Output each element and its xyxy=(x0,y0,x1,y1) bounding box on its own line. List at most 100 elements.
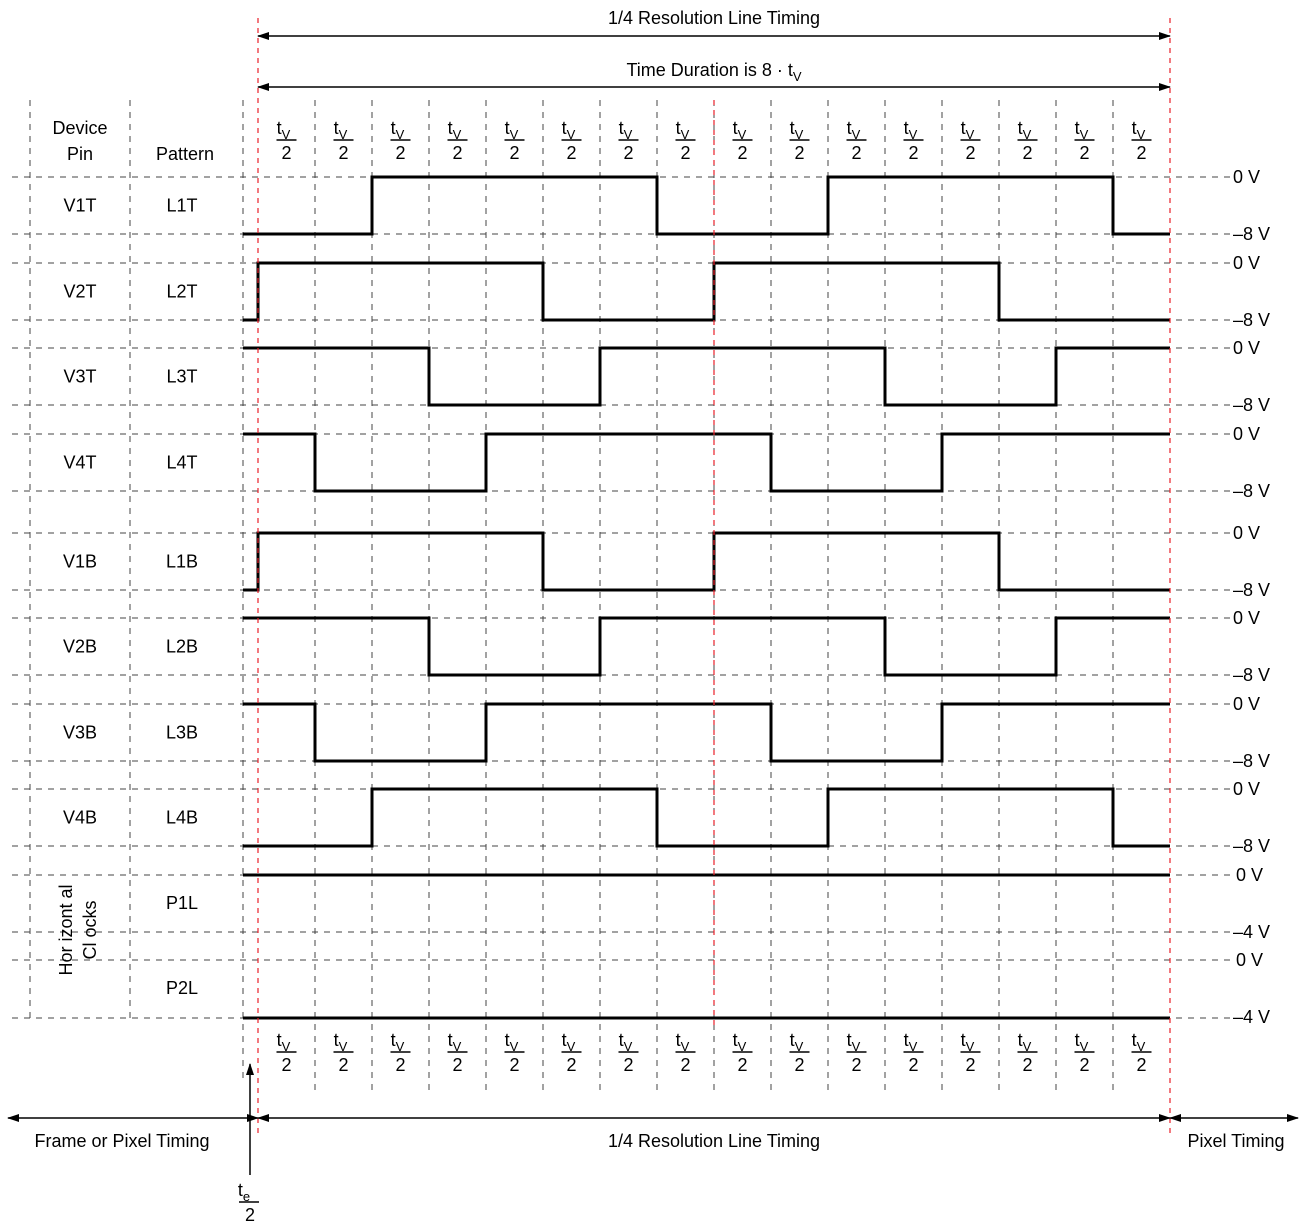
svg-text:tV: tV xyxy=(334,1030,348,1054)
tv-half-label: tV2 xyxy=(789,118,810,163)
device-pin-label: V4B xyxy=(63,808,97,828)
level-low-label: –8 V xyxy=(1233,310,1270,330)
svg-text:tV: tV xyxy=(619,1030,633,1054)
tv-half-label: tV2 xyxy=(276,1030,297,1075)
tv-half-label: tV2 xyxy=(504,1030,525,1075)
svg-text:2: 2 xyxy=(623,1055,633,1075)
svg-text:tV: tV xyxy=(505,1030,519,1054)
svg-text:2: 2 xyxy=(680,1055,690,1075)
level-low-label: –4 V xyxy=(1233,922,1270,942)
pixel-timing-label: Pixel Timing xyxy=(1187,1131,1284,1151)
te-half-label: te 2 xyxy=(238,1180,259,1224)
svg-text:2: 2 xyxy=(452,143,462,163)
waveform-l4t xyxy=(243,432,1170,493)
pattern-label: L3B xyxy=(166,723,198,743)
svg-text:2: 2 xyxy=(965,1055,975,1075)
svg-text:tV: tV xyxy=(391,118,405,142)
svg-text:te: te xyxy=(238,1180,250,1204)
level-low-label: –4 V xyxy=(1233,1007,1270,1027)
device-pin-header: Device xyxy=(52,118,107,138)
svg-text:tV: tV xyxy=(790,1030,804,1054)
waveforms xyxy=(243,175,1170,1020)
tv-half-label: tV2 xyxy=(1131,118,1152,163)
svg-text:2: 2 xyxy=(737,1055,747,1075)
tv-half-label: tV2 xyxy=(276,118,297,163)
svg-text:2: 2 xyxy=(509,1055,519,1075)
tv-half-label: tV2 xyxy=(675,118,696,163)
svg-text:tV: tV xyxy=(733,118,747,142)
grid-lines xyxy=(12,100,1230,1090)
svg-text:tV: tV xyxy=(904,1030,918,1054)
device-pin-label: V1B xyxy=(63,552,97,572)
svg-text:tV: tV xyxy=(847,1030,861,1054)
svg-text:2: 2 xyxy=(281,1055,291,1075)
svg-text:2: 2 xyxy=(851,1055,861,1075)
device-pin-label: V4T xyxy=(63,453,96,473)
tv-half-label: tV2 xyxy=(618,1030,639,1075)
svg-text:tV: tV xyxy=(448,1030,462,1054)
svg-text:2: 2 xyxy=(245,1205,255,1224)
svg-text:2: 2 xyxy=(623,143,633,163)
tv-half-label: tV2 xyxy=(618,118,639,163)
svg-text:tV: tV xyxy=(448,118,462,142)
svg-text:2: 2 xyxy=(566,1055,576,1075)
device-pin-label: V3T xyxy=(63,367,96,387)
frame-timing-label: Frame or Pixel Timing xyxy=(34,1131,209,1151)
level-high-label: 0 V xyxy=(1233,167,1260,187)
level-low-label: –8 V xyxy=(1233,481,1270,501)
pattern-label: L1B xyxy=(166,552,198,572)
tv-half-label: tV2 xyxy=(903,1030,924,1075)
tv-half-label: tV2 xyxy=(960,118,981,163)
tv-half-label: tV2 xyxy=(390,118,411,163)
level-high-label: 0 V xyxy=(1236,865,1263,885)
pattern-label: L1T xyxy=(166,196,197,216)
svg-text:tV: tV xyxy=(904,118,918,142)
level-low-label: –8 V xyxy=(1233,580,1270,600)
svg-text:tV: tV xyxy=(1018,1030,1032,1054)
device-pin-label: V3B xyxy=(63,723,97,743)
svg-text:tV: tV xyxy=(505,118,519,142)
tv-half-label: tV2 xyxy=(333,118,354,163)
waveform-l2t xyxy=(243,261,1170,322)
device-pin-header-line2: Pin xyxy=(67,144,93,164)
waveform-l4b xyxy=(243,787,1170,848)
svg-text:tV: tV xyxy=(1018,118,1032,142)
svg-text:Hor izont al: Hor izont al xyxy=(56,884,76,975)
tv-half-label: tV2 xyxy=(447,118,468,163)
svg-text:2: 2 xyxy=(566,143,576,163)
interval-labels: tV2tV2tV2tV2tV2tV2tV2tV2tV2tV2tV2tV2tV2t… xyxy=(276,118,1152,1075)
tv-half-label: tV2 xyxy=(333,1030,354,1075)
tv-half-label: tV2 xyxy=(732,118,753,163)
level-high-label: 0 V xyxy=(1233,253,1260,273)
duration-label: Time Duration is 8 · tV xyxy=(626,60,801,84)
svg-text:2: 2 xyxy=(1022,1055,1032,1075)
svg-text:2: 2 xyxy=(851,143,861,163)
svg-text:2: 2 xyxy=(1079,143,1089,163)
device-pin-label: V2B xyxy=(63,637,97,657)
svg-text:2: 2 xyxy=(281,143,291,163)
pattern-label: L4B xyxy=(166,808,198,828)
tv-half-label: tV2 xyxy=(903,118,924,163)
svg-text:tV: tV xyxy=(1132,1030,1146,1054)
tv-half-label: tV2 xyxy=(732,1030,753,1075)
tv-half-label: tV2 xyxy=(561,1030,582,1075)
svg-text:tV: tV xyxy=(391,1030,405,1054)
tv-half-label: tV2 xyxy=(504,118,525,163)
svg-text:tV: tV xyxy=(277,1030,291,1054)
horizontal-clocks-label: Hor izont al Cl ocks xyxy=(56,884,100,975)
svg-text:tV: tV xyxy=(619,118,633,142)
red-markers xyxy=(257,18,1171,1135)
waveform-l1t xyxy=(243,175,1170,236)
tv-half-label: tV2 xyxy=(1131,1030,1152,1075)
level-high-label: 0 V xyxy=(1233,424,1260,444)
level-high-label: 0 V xyxy=(1233,779,1260,799)
level-low-label: –8 V xyxy=(1233,224,1270,244)
svg-text:2: 2 xyxy=(395,143,405,163)
waveform-l3t xyxy=(243,346,1170,407)
pattern-label: P1L xyxy=(166,893,198,913)
svg-text:2: 2 xyxy=(452,1055,462,1075)
row-labels: V1T L1T 0 V –8 V V2T L2T 0 V –8 V V3T L3T 0 V –8 V V… xyxy=(63,167,1270,1027)
tv-half-label: tV2 xyxy=(1017,118,1038,163)
tv-half-label: tV2 xyxy=(1074,118,1095,163)
pattern-label: L4T xyxy=(166,453,197,473)
